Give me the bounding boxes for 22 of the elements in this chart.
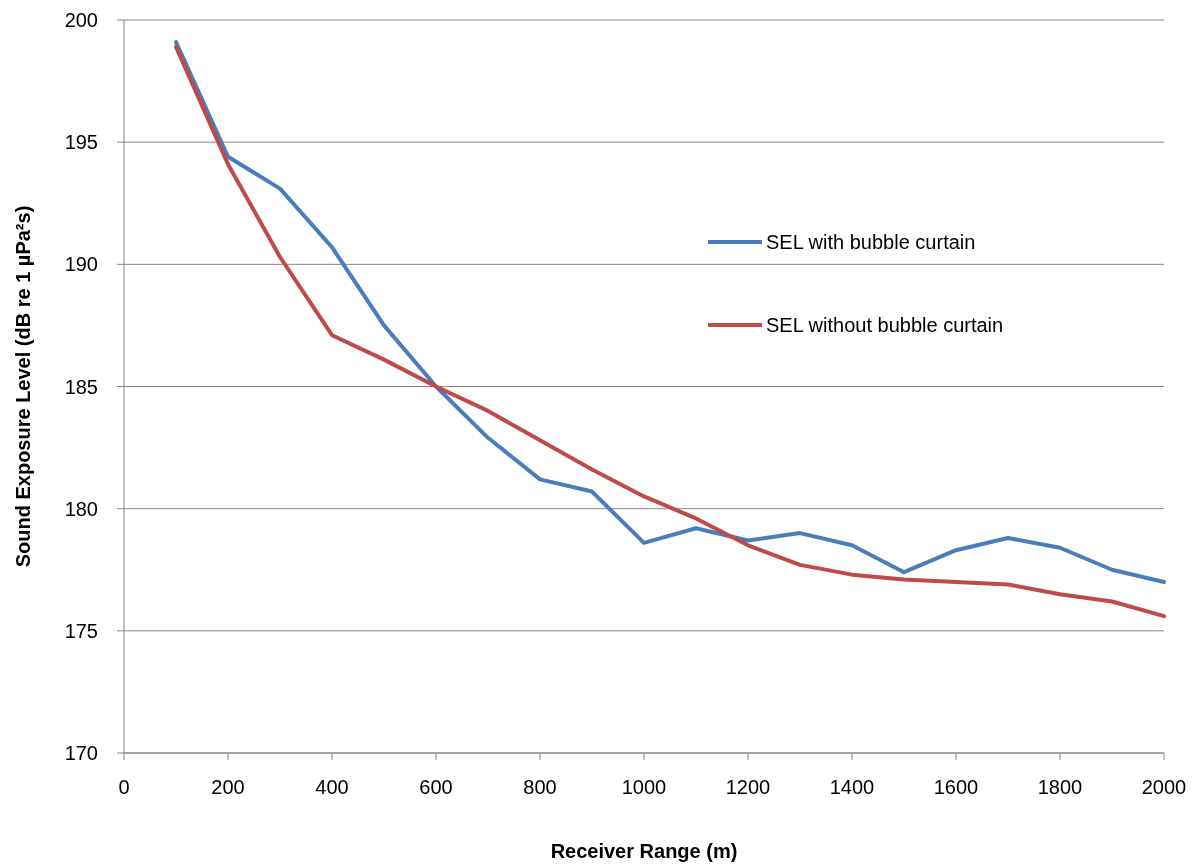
y-tick-label: 180 (64, 497, 98, 520)
x-tick-label: 400 (315, 776, 349, 798)
y-tick-label: 195 (64, 131, 98, 154)
x-tick-label: 600 (419, 776, 453, 798)
y-axis-title: Sound Exposure Level (dB re 1 µPa²s) (12, 205, 34, 568)
legend-label: SEL without bubble curtain (766, 314, 1004, 336)
x-axis-title: Receiver Range (m) (550, 840, 738, 862)
x-tick-label: 2000 (1141, 776, 1187, 798)
x-tick-label: 200 (211, 776, 245, 798)
y-tick-label: 200 (64, 9, 98, 31)
y-tick-label: 185 (64, 375, 98, 398)
x-tick-label: 1200 (725, 776, 771, 798)
x-tick-label: 800 (523, 776, 557, 798)
x-tick-label: 1400 (829, 776, 875, 798)
x-tick-label: 1000 (621, 776, 667, 798)
x-tick-label: 0 (118, 776, 130, 798)
x-tick-label: 1600 (933, 776, 979, 798)
x-tick-label: 1800 (1037, 776, 1083, 798)
y-tick-label: 190 (64, 253, 98, 276)
y-tick-label: 170 (64, 742, 98, 764)
y-tick-label: 175 (64, 619, 98, 642)
legend-label: SEL with bubble curtain (766, 231, 976, 253)
